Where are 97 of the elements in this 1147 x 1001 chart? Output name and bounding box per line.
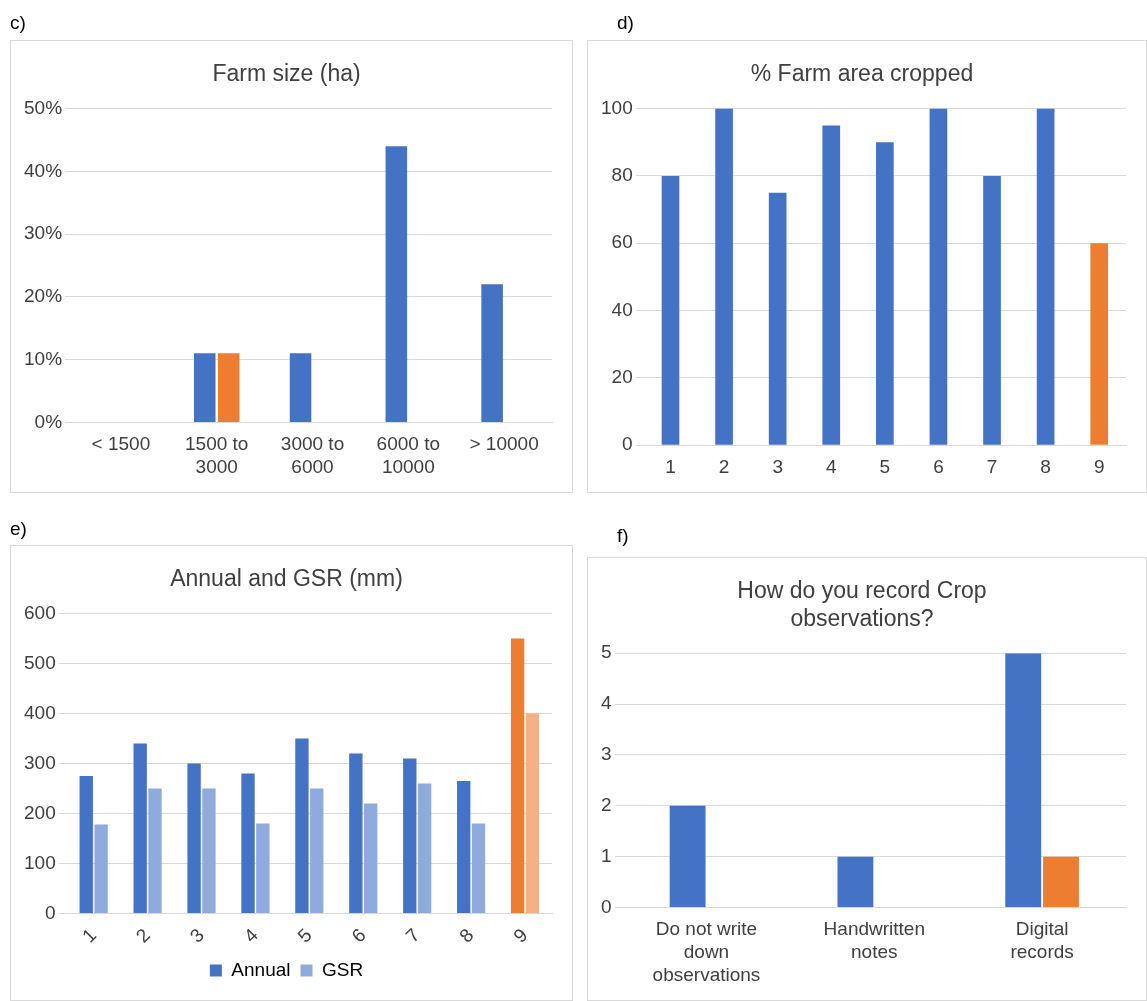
text: d)	[617, 12, 634, 34]
bar	[983, 175, 1001, 445]
bar	[822, 125, 841, 445]
y-tick-label: 60	[611, 231, 633, 253]
y-tick-label: 5	[600, 641, 612, 663]
legend-label: GSR	[321, 958, 364, 980]
text: c)	[10, 12, 26, 34]
bar	[481, 284, 503, 422]
chart-title: Farm size (ha)	[212, 60, 361, 87]
y-tick-label: 100	[601, 96, 633, 118]
x-tick-label: 1	[665, 455, 676, 477]
x-tick-label: 6	[347, 924, 370, 947]
bar	[217, 353, 240, 422]
y-tick-label: 50%	[24, 96, 63, 118]
y-tick-label: 20%	[24, 285, 63, 307]
bar	[1005, 653, 1042, 908]
x-tick-label: 8	[1040, 455, 1051, 477]
x-tick-label: 5	[293, 924, 316, 947]
x-tick-label: 3000 to 6000	[280, 433, 345, 477]
x-tick-label: > 10000	[469, 433, 539, 455]
y-tick-label: 400	[24, 701, 56, 723]
x-tick-label: 1500 to 3000	[185, 433, 249, 477]
y-tick-label: 40%	[24, 159, 63, 181]
x-tick-label: 8	[455, 924, 478, 947]
bar	[133, 743, 147, 913]
x-tick-label: 3	[772, 455, 783, 477]
y-tick-label: 3	[600, 743, 612, 765]
x-tick-label: 1	[77, 924, 101, 947]
y-tick-label: 300	[24, 751, 56, 773]
bar	[1036, 108, 1055, 445]
y-tick-label: 100	[24, 851, 56, 873]
bar	[1043, 856, 1079, 908]
bar	[310, 788, 324, 913]
bar	[510, 638, 525, 913]
bar	[364, 803, 378, 913]
chart-title: % Farm area cropped	[750, 60, 974, 87]
x-tick-label: 7	[401, 924, 424, 947]
bar	[661, 175, 680, 445]
y-tick-label: 500	[24, 651, 56, 673]
x-tick-label: Do not write down observations	[652, 918, 761, 985]
y-tick-label: 0%	[34, 410, 63, 432]
bar	[349, 753, 363, 913]
y-tick-label: 40	[611, 298, 633, 320]
x-tick-label: 2	[131, 924, 155, 947]
bar	[187, 763, 201, 913]
bar	[669, 805, 706, 908]
x-tick-label: Digital records	[1010, 918, 1074, 963]
bar	[471, 823, 486, 913]
y-tick-label: 0	[622, 433, 633, 455]
y-tick-label: 0	[600, 895, 612, 917]
bar	[289, 353, 312, 422]
text: e)	[10, 518, 27, 540]
y-tick-label: 20	[611, 366, 633, 388]
bar	[202, 788, 216, 913]
bar	[768, 192, 787, 445]
y-tick-label: 2	[600, 794, 612, 816]
bar	[148, 788, 162, 913]
bar	[256, 823, 270, 913]
y-tick-label: 80	[611, 164, 633, 186]
x-tick-label: 6	[933, 455, 944, 477]
bar	[295, 738, 309, 913]
bar	[403, 758, 417, 913]
bar	[876, 142, 894, 445]
x-tick-label: 5	[879, 455, 891, 477]
bar	[837, 856, 874, 908]
x-tick-label: 7	[986, 455, 998, 477]
bar	[715, 108, 733, 445]
bar	[525, 713, 540, 913]
bar	[193, 353, 216, 422]
chart-title: How do you record Crop observations?	[737, 577, 987, 631]
x-tick-label: 3	[185, 924, 209, 947]
bar	[929, 108, 948, 445]
x-tick-label: Handwritten notes	[823, 918, 925, 963]
y-tick-label: 200	[24, 801, 56, 823]
bar	[1090, 243, 1109, 445]
bar	[94, 824, 108, 913]
y-tick-label: 1	[600, 844, 612, 866]
y-tick-label: 4	[600, 692, 612, 714]
text: f)	[617, 525, 629, 547]
x-tick-label: 4	[825, 455, 837, 477]
y-tick-label: 10%	[24, 347, 63, 369]
x-tick-label: 9	[1093, 455, 1105, 477]
bar	[417, 783, 432, 913]
bar	[241, 773, 255, 913]
bar	[385, 146, 408, 422]
x-tick-label: 9	[509, 924, 532, 947]
bar	[457, 780, 471, 913]
y-tick-label: 30%	[24, 222, 63, 244]
x-tick-label: 6000 to 10000	[376, 433, 441, 477]
chart-title: Annual and GSR (mm)	[170, 565, 403, 592]
y-tick-label: 600	[24, 601, 56, 623]
x-tick-label: 4	[239, 923, 263, 947]
bar	[79, 776, 93, 913]
legend-label: Annual	[231, 958, 291, 980]
x-tick-label: 2	[718, 455, 730, 477]
y-tick-label: 0	[45, 901, 56, 923]
x-tick-label: < 1500	[91, 433, 151, 455]
